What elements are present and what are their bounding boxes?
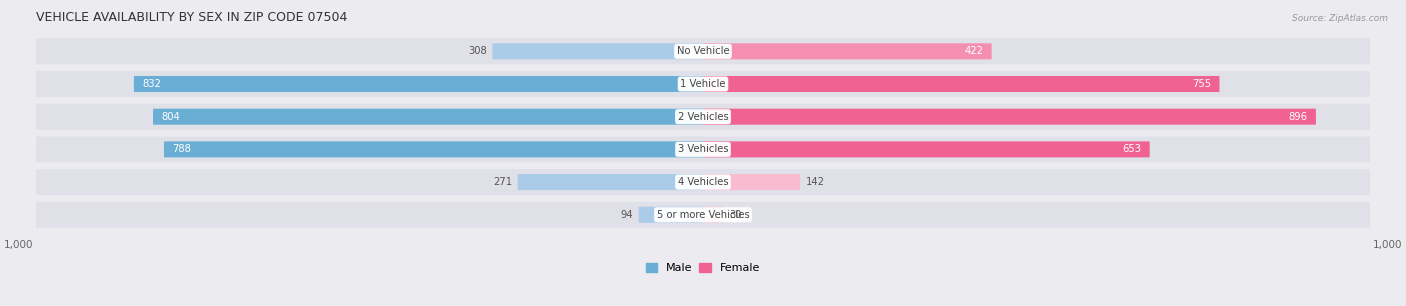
Text: Source: ZipAtlas.com: Source: ZipAtlas.com [1292,14,1388,23]
Text: 755: 755 [1192,79,1212,89]
FancyBboxPatch shape [517,174,703,190]
FancyBboxPatch shape [153,109,703,125]
FancyBboxPatch shape [492,43,703,59]
Text: VEHICLE AVAILABILITY BY SEX IN ZIP CODE 07504: VEHICLE AVAILABILITY BY SEX IN ZIP CODE … [37,11,347,24]
Text: 30: 30 [728,210,741,220]
FancyBboxPatch shape [703,109,1316,125]
Text: 804: 804 [162,112,180,122]
Text: 2 Vehicles: 2 Vehicles [678,112,728,122]
FancyBboxPatch shape [703,76,1219,92]
FancyBboxPatch shape [37,104,1369,130]
Text: 653: 653 [1122,144,1142,155]
Text: 308: 308 [468,46,486,56]
Text: 271: 271 [494,177,512,187]
Text: 5 or more Vehicles: 5 or more Vehicles [657,210,749,220]
Text: 142: 142 [806,177,824,187]
Text: 3 Vehicles: 3 Vehicles [678,144,728,155]
Text: 896: 896 [1289,112,1308,122]
Text: 422: 422 [965,46,983,56]
Text: 1 Vehicle: 1 Vehicle [681,79,725,89]
FancyBboxPatch shape [134,76,703,92]
FancyBboxPatch shape [37,38,1369,64]
FancyBboxPatch shape [37,71,1369,97]
Text: 832: 832 [142,79,160,89]
Text: 4 Vehicles: 4 Vehicles [678,177,728,187]
FancyBboxPatch shape [638,207,703,223]
FancyBboxPatch shape [37,202,1369,228]
Text: 94: 94 [620,210,633,220]
FancyBboxPatch shape [703,141,1150,157]
FancyBboxPatch shape [703,174,800,190]
FancyBboxPatch shape [37,136,1369,162]
FancyBboxPatch shape [165,141,703,157]
Legend: Male, Female: Male, Female [641,258,765,278]
Text: No Vehicle: No Vehicle [676,46,730,56]
FancyBboxPatch shape [703,43,991,59]
FancyBboxPatch shape [703,207,724,223]
FancyBboxPatch shape [37,169,1369,195]
Text: 788: 788 [172,144,191,155]
